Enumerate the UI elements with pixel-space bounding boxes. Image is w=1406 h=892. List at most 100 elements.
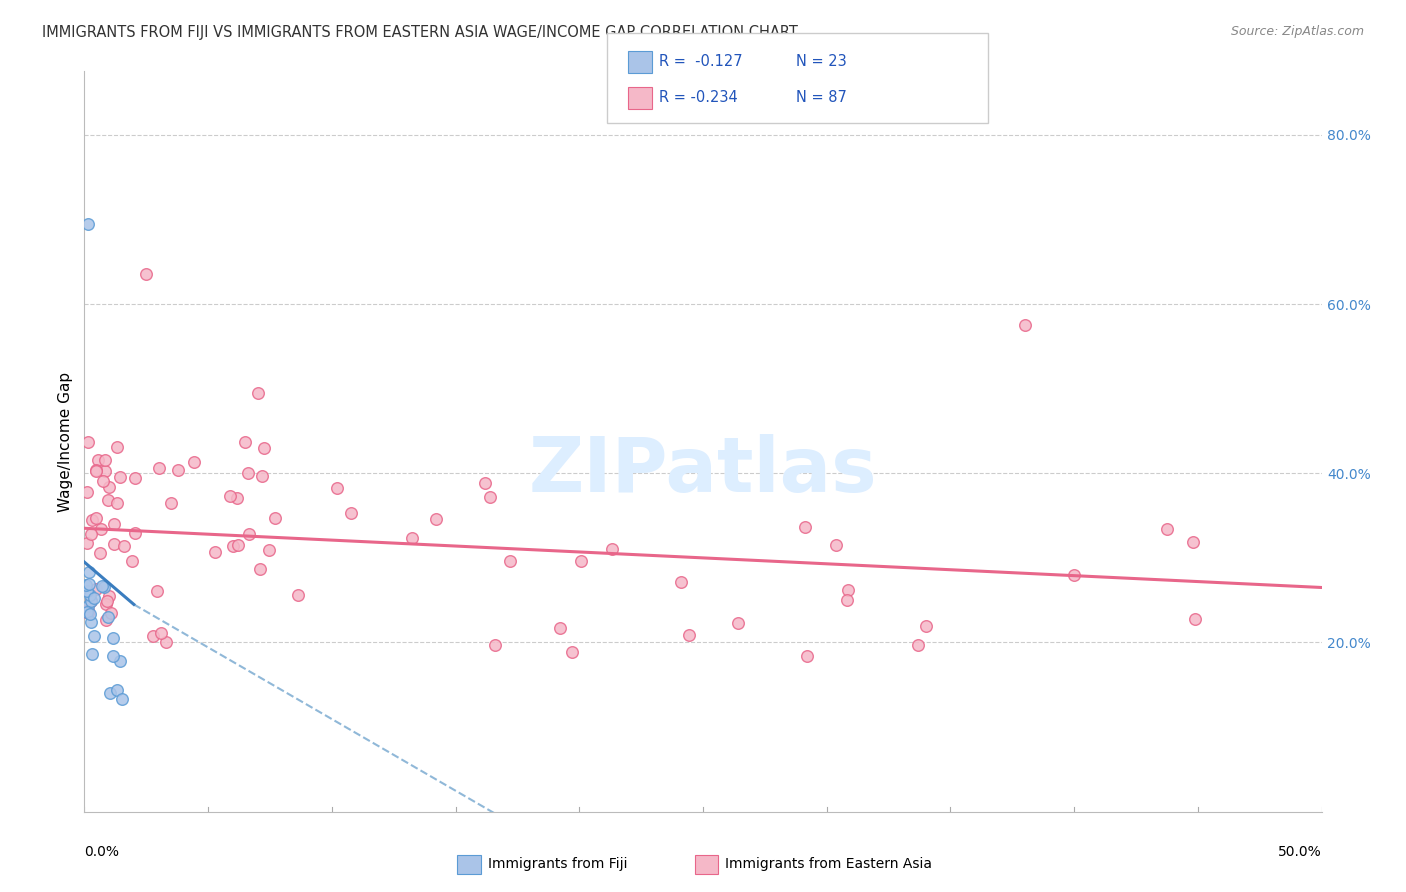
Point bbox=[1184, 612, 1206, 626]
Point bbox=[112, 539, 135, 553]
Point bbox=[257, 542, 280, 557]
Point bbox=[79, 588, 101, 602]
Point bbox=[97, 492, 120, 507]
Point bbox=[478, 490, 501, 504]
Point bbox=[84, 462, 107, 476]
Point bbox=[796, 648, 818, 663]
Point bbox=[93, 580, 115, 594]
Point bbox=[80, 648, 103, 662]
Point bbox=[98, 589, 121, 603]
Text: 50.0%: 50.0% bbox=[1278, 845, 1322, 859]
Point bbox=[484, 638, 506, 652]
Point bbox=[89, 546, 111, 560]
Point bbox=[80, 594, 103, 608]
Point bbox=[793, 520, 815, 534]
Point bbox=[101, 648, 124, 663]
Point bbox=[80, 594, 103, 608]
Point bbox=[1014, 318, 1036, 333]
Point bbox=[907, 638, 929, 652]
Point bbox=[90, 522, 112, 536]
Point bbox=[571, 554, 593, 568]
Point bbox=[84, 582, 107, 596]
Point bbox=[108, 470, 131, 484]
Point bbox=[835, 593, 858, 607]
Point bbox=[84, 464, 107, 478]
Point bbox=[105, 440, 128, 454]
Text: N = 23: N = 23 bbox=[796, 54, 846, 69]
Point bbox=[222, 539, 245, 553]
Point bbox=[83, 629, 105, 643]
Point bbox=[233, 435, 256, 450]
Point bbox=[287, 588, 309, 602]
Point bbox=[236, 466, 259, 480]
Point bbox=[1063, 568, 1085, 582]
Point bbox=[146, 584, 169, 599]
Point bbox=[76, 535, 98, 549]
Point bbox=[1181, 535, 1204, 549]
Point bbox=[75, 578, 97, 592]
Point bbox=[96, 597, 118, 611]
Point bbox=[76, 605, 98, 619]
Point bbox=[93, 464, 115, 478]
Point bbox=[96, 593, 118, 607]
Point bbox=[142, 629, 165, 643]
Point bbox=[1156, 522, 1178, 536]
Point bbox=[76, 606, 98, 620]
Point bbox=[77, 217, 100, 231]
Text: R =  -0.127: R = -0.127 bbox=[659, 54, 742, 69]
Point bbox=[264, 511, 287, 525]
Point bbox=[425, 512, 447, 526]
Point bbox=[105, 496, 128, 510]
Point bbox=[80, 526, 103, 541]
Point bbox=[79, 607, 101, 621]
Point bbox=[326, 481, 349, 495]
Point bbox=[76, 435, 98, 450]
Text: Immigrants from Fiji: Immigrants from Fiji bbox=[488, 857, 627, 871]
Point bbox=[915, 618, 938, 632]
Point bbox=[550, 621, 572, 635]
Point bbox=[340, 506, 363, 520]
Point bbox=[79, 577, 101, 591]
Point bbox=[149, 626, 172, 640]
Point bbox=[155, 634, 177, 648]
Point bbox=[84, 510, 107, 524]
Point bbox=[76, 484, 98, 499]
Text: 0.0%: 0.0% bbox=[84, 845, 120, 859]
Point bbox=[103, 537, 125, 551]
Point bbox=[103, 517, 125, 532]
Point bbox=[82, 513, 104, 527]
Point bbox=[600, 541, 623, 556]
Point bbox=[228, 538, 250, 552]
Point bbox=[474, 476, 496, 491]
Point bbox=[121, 554, 143, 568]
Point bbox=[94, 453, 117, 467]
Point bbox=[204, 545, 226, 559]
Point bbox=[499, 554, 522, 568]
Point bbox=[79, 566, 101, 580]
Point bbox=[837, 582, 859, 597]
Point bbox=[250, 469, 273, 483]
Point bbox=[246, 385, 269, 400]
Point bbox=[183, 455, 205, 469]
Point bbox=[77, 603, 100, 617]
Point bbox=[94, 613, 117, 627]
Point bbox=[83, 591, 105, 605]
Point bbox=[160, 495, 183, 509]
Point bbox=[80, 615, 103, 630]
Point bbox=[103, 631, 125, 645]
Text: Immigrants from Eastern Asia: Immigrants from Eastern Asia bbox=[725, 857, 932, 871]
Point bbox=[91, 474, 114, 488]
Point bbox=[111, 691, 134, 706]
Text: IMMIGRANTS FROM FIJI VS IMMIGRANTS FROM EASTERN ASIA WAGE/INCOME GAP CORRELATION: IMMIGRANTS FROM FIJI VS IMMIGRANTS FROM … bbox=[42, 25, 799, 40]
Point bbox=[401, 531, 423, 545]
Y-axis label: Wage/Income Gap: Wage/Income Gap bbox=[58, 371, 73, 512]
Point bbox=[148, 460, 170, 475]
Text: ZIPatlas: ZIPatlas bbox=[529, 434, 877, 508]
Point bbox=[124, 526, 146, 541]
Point bbox=[124, 471, 146, 485]
Point bbox=[219, 489, 242, 503]
Point bbox=[253, 441, 276, 455]
Point bbox=[100, 607, 122, 621]
Point bbox=[98, 685, 121, 699]
Point bbox=[105, 683, 128, 698]
